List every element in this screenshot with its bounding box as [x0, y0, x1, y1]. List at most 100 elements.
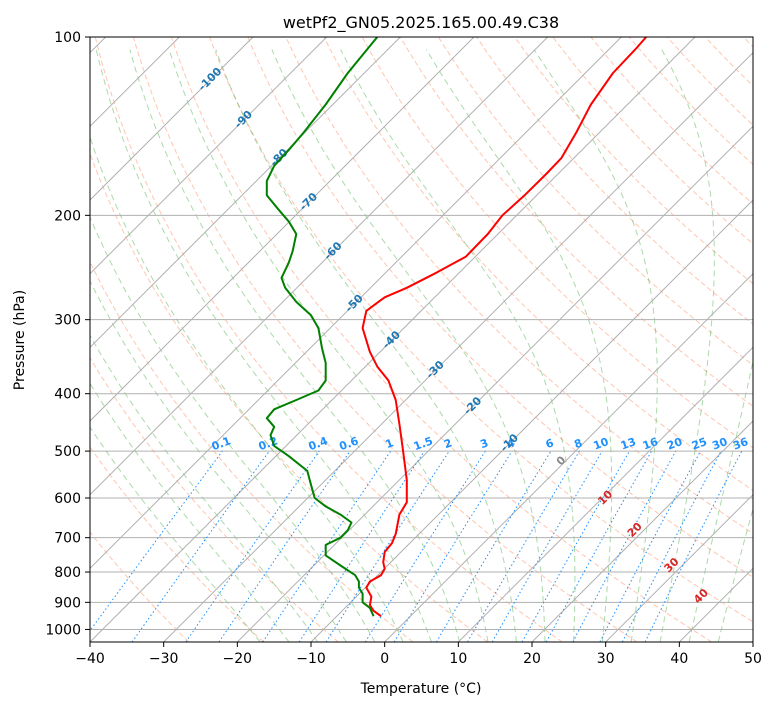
- mixing-ratio-label: 16: [641, 435, 660, 453]
- moist-adiabats: [90, 49, 753, 642]
- dry-adiabat-line: [323, 37, 753, 491]
- mixing-ratio-label: 0.2: [257, 434, 280, 453]
- mixing-ratio-label: 0.6: [338, 434, 361, 453]
- isotherm-line: [90, 37, 254, 201]
- y-tick-label: 700: [54, 531, 81, 547]
- moist-adiabat-line: [717, 506, 753, 642]
- mixing-ratio-label: 1.5: [412, 434, 435, 453]
- moist-adiabat-line: [659, 49, 715, 642]
- x-tick-label: 50: [744, 651, 762, 667]
- x-axis: −40 −30 −20 −10 0 10 20 30 40 50: [75, 642, 762, 667]
- chart-title: wetPf2_GN05.2025.165.00.49.C38: [283, 13, 559, 33]
- mixing-ratio-label: 8: [572, 436, 584, 451]
- x-tick-label: 20: [523, 651, 541, 667]
- x-tick-label: −20: [223, 651, 253, 667]
- y-tick-label: 900: [54, 595, 81, 611]
- moist-adiabat-line: [90, 334, 319, 642]
- dry-adiabat-line: [171, 37, 712, 642]
- mixing-ratio-label: 6: [544, 436, 556, 451]
- isotherm-line: [310, 199, 753, 642]
- isotherm-line: [90, 37, 549, 496]
- y-tick-label: 600: [54, 491, 81, 507]
- mixing-ratio-label: 10: [592, 435, 611, 453]
- dry-adiabat-line: [132, 37, 638, 642]
- y-tick-label: 1000: [45, 622, 81, 638]
- moist-adiabat-line: [95, 49, 432, 642]
- dry-adiabat-line: [437, 37, 753, 366]
- mixing-ratio-label: 4: [505, 436, 517, 451]
- dry-adiabat-line: [552, 37, 753, 245]
- moist-adiabat-line: [215, 49, 517, 642]
- moist-adiabat-line: [340, 49, 576, 642]
- mixing-ratio-line: [262, 450, 392, 642]
- dry-adiabat-line: [476, 37, 753, 325]
- mixing-ratio-line: [325, 450, 450, 642]
- moist-adiabat-line: [90, 382, 290, 642]
- x-tick-label: 0: [380, 651, 389, 667]
- y-tick-label: 100: [54, 30, 81, 46]
- isotherm-line: [163, 51, 753, 642]
- isotherm-line: [531, 420, 753, 642]
- mixing-ratio-label: 36: [731, 435, 750, 453]
- y-axis-title: Pressure (hPa): [12, 290, 28, 390]
- sounding-series: [265, 37, 647, 618]
- plot-frame: [89, 36, 754, 643]
- mixing-ratio-label: 0.1: [210, 434, 233, 453]
- mixing-ratio-line: [644, 450, 743, 642]
- mixing-ratio-line: [218, 450, 351, 642]
- isotherm-line: [90, 37, 475, 422]
- mixing-ratio-line: [545, 450, 653, 642]
- x-tick-label: −10: [296, 651, 326, 667]
- isotherm-line: [90, 37, 328, 275]
- mixing-ratio-line: [393, 450, 513, 642]
- mixing-ratio-label: 2: [442, 436, 454, 451]
- mixing-ratio-label: 30: [710, 435, 729, 453]
- pressure-gridlines: [90, 37, 753, 630]
- dry-adiabat-line: [209, 37, 753, 623]
- y-tick-label: 300: [54, 313, 81, 329]
- isotherm-line: [90, 37, 622, 570]
- dry-adiabat-line: [399, 37, 753, 407]
- mixing-ratio-line: [572, 450, 677, 642]
- isotherm-line: [236, 125, 753, 642]
- moist-adiabat-line: [533, 49, 658, 642]
- isotherm-line: [605, 493, 753, 642]
- mixing-ratio-label: 20: [665, 435, 684, 453]
- moist-adiabat-line: [129, 49, 461, 642]
- moist-adiabat-line: [90, 135, 404, 642]
- dry-adiabat-line: [590, 37, 753, 205]
- y-tick-label: 400: [54, 387, 81, 403]
- moist-adiabat-line: [688, 358, 753, 642]
- moist-adiabat-line: [90, 279, 347, 642]
- mixing-ratio-line: [185, 450, 320, 642]
- moist-adiabat-line: [168, 49, 489, 642]
- mixing-ratio-line: [90, 450, 223, 632]
- y-tick-label: 500: [54, 444, 81, 460]
- dry-adiabat-line: [285, 37, 753, 535]
- dewpoint-profile-line: [265, 37, 379, 617]
- isotherm-line: [384, 272, 753, 642]
- mixing-ratio-line: [521, 450, 630, 642]
- mixing-ratio-label: 13: [619, 435, 638, 452]
- x-tick-label: −30: [149, 651, 179, 667]
- y-tick-label: 800: [54, 565, 81, 581]
- isotherm-line: [457, 346, 753, 642]
- mixing-ratio-label: 0.4: [307, 434, 330, 453]
- moist-adiabat-line: [90, 426, 261, 642]
- dry-adiabat-line: [90, 531, 190, 642]
- x-axis-title: Temperature (°C): [360, 681, 482, 697]
- mixing-ratio-lines: [90, 450, 743, 642]
- x-tick-label: 30: [597, 651, 615, 667]
- mixing-ratio-line: [298, 450, 425, 642]
- mixing-ratio-line: [131, 450, 270, 642]
- dry-adiabat-line: [94, 37, 563, 642]
- dry-adiabat-line: [90, 356, 339, 642]
- x-tick-label: 40: [670, 651, 688, 667]
- dry-adiabat-line: [90, 260, 414, 642]
- mixing-ratio-label: 25: [690, 435, 709, 452]
- isotherm-line: [90, 37, 696, 642]
- x-tick-label: −40: [75, 651, 105, 667]
- mixing-ratio-label: 3: [478, 436, 490, 451]
